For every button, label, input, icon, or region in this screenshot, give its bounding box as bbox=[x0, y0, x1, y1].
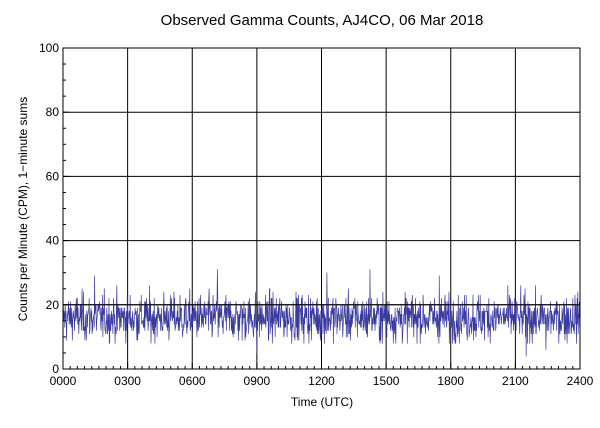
x-axis-ticks: 0000 0300 0600 0900 1200 1500 1800 2100 2400 bbox=[50, 363, 594, 388]
y-tick-label: 80 bbox=[46, 105, 60, 119]
y-tick-label: 0 bbox=[52, 362, 59, 376]
y-axis-ticks: 0 20 40 60 80 100 bbox=[39, 41, 69, 376]
y-tick-label: 60 bbox=[46, 169, 60, 183]
y-tick-label: 40 bbox=[46, 234, 60, 248]
x-tick-label: 1200 bbox=[308, 374, 335, 388]
x-tick-label: 0300 bbox=[114, 374, 141, 388]
x-tick-label: 0000 bbox=[50, 374, 77, 388]
x-tick-label: 1800 bbox=[437, 374, 464, 388]
x-tick-label: 2100 bbox=[502, 374, 529, 388]
y-axis-label: Counts per Minute (CPM), 1−minute sums bbox=[16, 97, 30, 321]
y-tick-label: 20 bbox=[46, 298, 60, 312]
series-group bbox=[62, 269, 580, 357]
x-axis-label: Time (UTC) bbox=[291, 395, 353, 409]
gamma-counts-series-line bbox=[62, 269, 580, 357]
x-tick-label: 0900 bbox=[244, 374, 271, 388]
plot-area bbox=[62, 47, 581, 370]
x-tick-label: 1500 bbox=[373, 374, 400, 388]
x-tick-label: 0600 bbox=[179, 374, 206, 388]
x-tick-label: 2400 bbox=[567, 374, 594, 388]
y-tick-label: 100 bbox=[39, 41, 59, 55]
chart-title: Observed Gamma Counts, AJ4CO, 06 Mar 201… bbox=[161, 12, 484, 29]
